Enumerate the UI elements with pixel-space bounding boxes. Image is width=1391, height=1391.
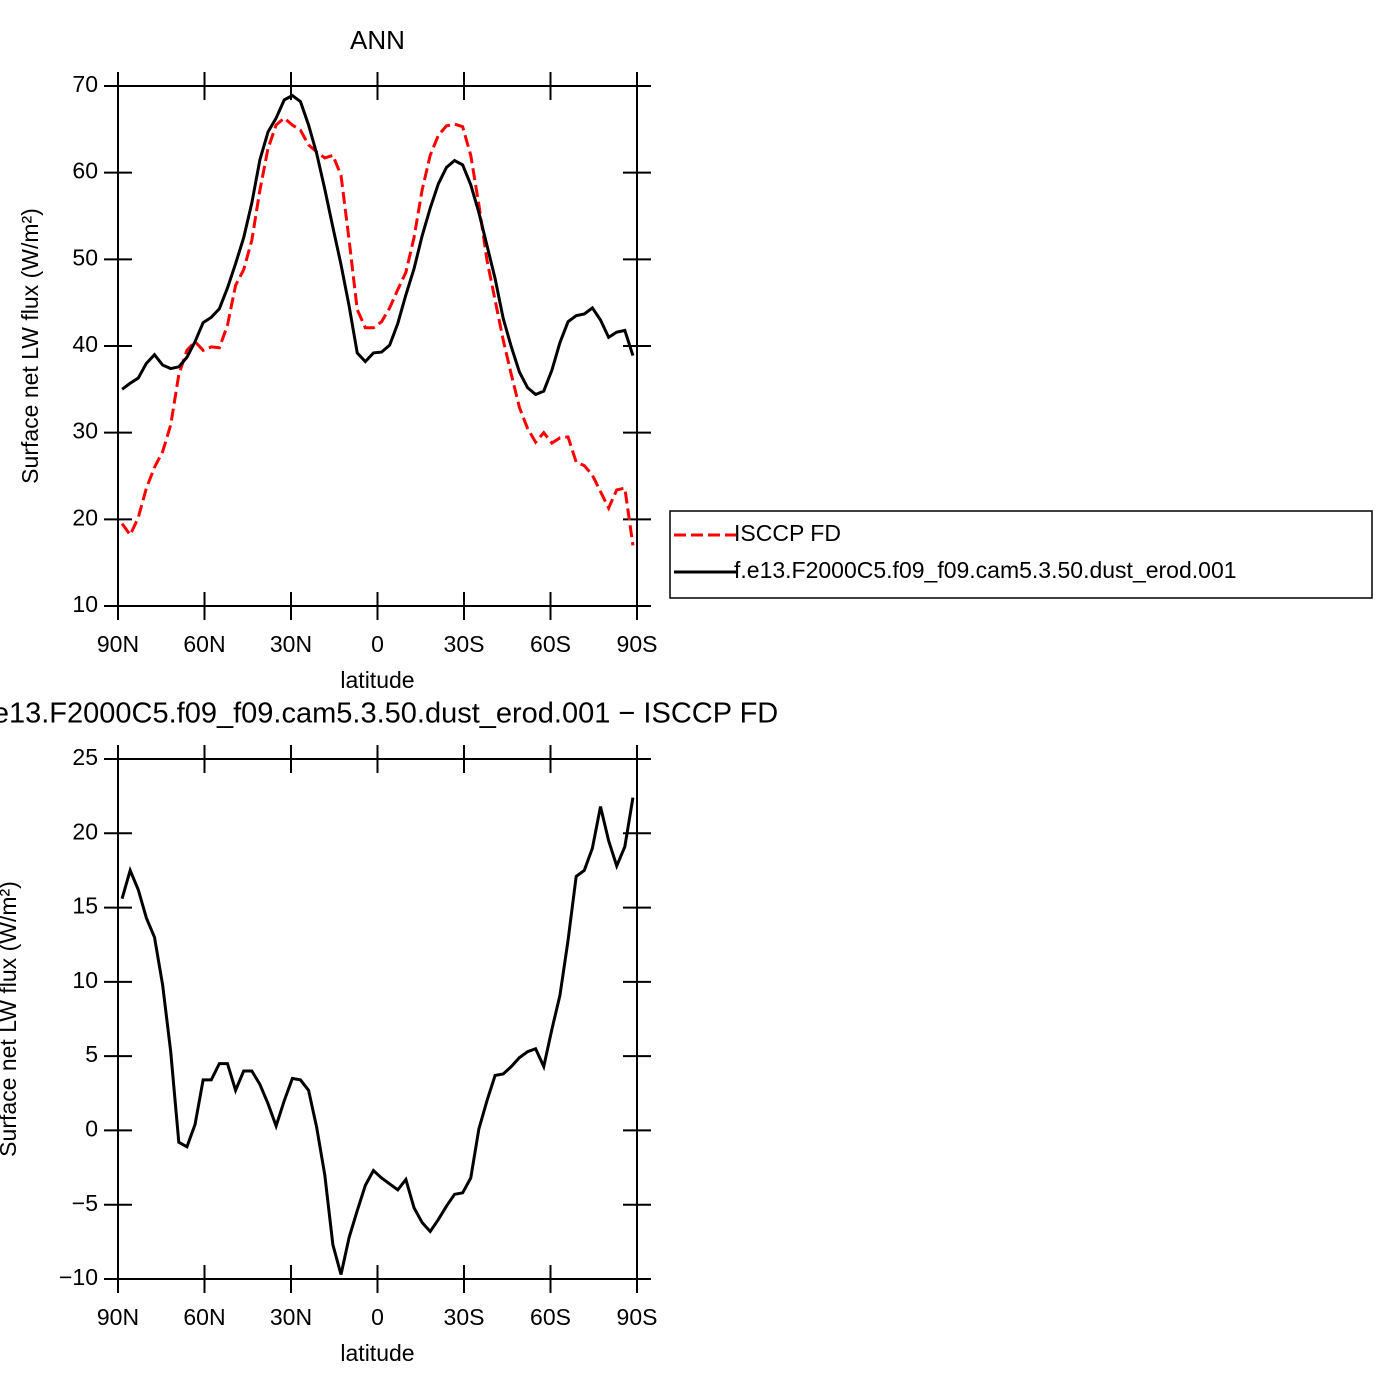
- x-tick-label: 30S: [444, 1304, 485, 1330]
- series-line: [121, 93, 635, 397]
- y-axis-label: Surface net LW flux (W/m²): [0, 881, 21, 1157]
- x-axis-label: latitude: [340, 667, 414, 693]
- y-tick-label: 25: [72, 744, 98, 770]
- plot-frame: [117, 758, 638, 1280]
- plot-frame: [117, 85, 638, 607]
- x-tick-label: 30N: [270, 1304, 312, 1330]
- x-tick-label: 60S: [530, 1304, 571, 1330]
- y-tick-label: −10: [59, 1264, 98, 1290]
- x-tick-label: 90S: [617, 631, 658, 657]
- y-tick-label: 5: [85, 1041, 98, 1067]
- y-tick-label: 10: [72, 967, 98, 993]
- x-tick-label: 90N: [97, 631, 139, 657]
- y-tick-label: 70: [72, 71, 98, 97]
- y-tick-label: 40: [72, 331, 98, 357]
- legend-label: ISCCP FD: [734, 520, 841, 546]
- y-tick-label: 50: [72, 244, 98, 270]
- y-tick-label: 10: [72, 591, 98, 617]
- y-axis-label: Surface net LW flux (W/m²): [17, 208, 43, 484]
- y-tick-label: 30: [72, 418, 98, 444]
- y-tick-label: 0: [85, 1116, 98, 1142]
- x-tick-label: 0: [371, 631, 384, 657]
- series-line: [120, 797, 635, 1275]
- x-axis-label: latitude: [340, 1340, 414, 1366]
- x-tick-label: 30N: [270, 631, 312, 657]
- y-tick-label: 60: [72, 158, 98, 184]
- legend-box: [669, 510, 1373, 599]
- x-tick-label: 60N: [183, 631, 225, 657]
- chart-title: ANN: [350, 25, 405, 55]
- x-tick-label: 0: [371, 1304, 384, 1330]
- x-tick-label: 90N: [97, 1304, 139, 1330]
- x-tick-label: 90S: [617, 1304, 658, 1330]
- y-tick-label: 20: [72, 504, 98, 530]
- x-tick-label: 60N: [183, 1304, 225, 1330]
- x-tick-label: 60S: [530, 631, 571, 657]
- legend-label: f.e13.F2000C5.f09_f09.cam5.3.50.dust_ero…: [734, 557, 1237, 583]
- y-tick-label: 20: [72, 818, 98, 844]
- chart-title: f.e13.F2000C5.f09_f09.cam5.3.50.dust_ero…: [0, 698, 778, 730]
- y-tick-label: −5: [72, 1190, 98, 1216]
- x-tick-label: 30S: [444, 631, 485, 657]
- y-tick-label: 15: [72, 893, 98, 919]
